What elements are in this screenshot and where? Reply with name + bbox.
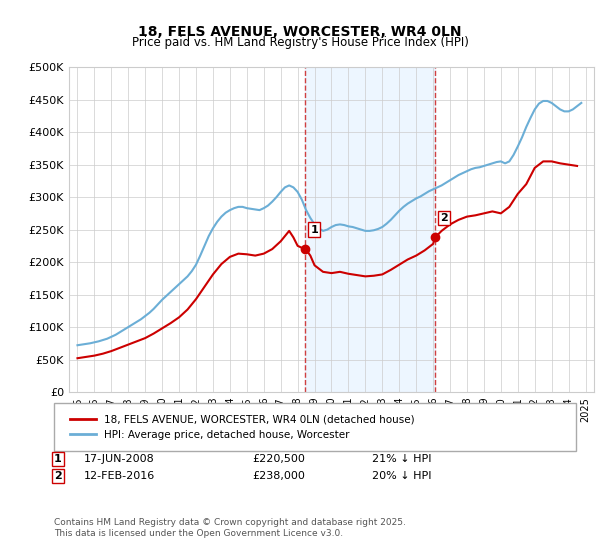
- Text: Contains HM Land Registry data © Crown copyright and database right 2025.
This d: Contains HM Land Registry data © Crown c…: [54, 518, 406, 538]
- Text: 21% ↓ HPI: 21% ↓ HPI: [372, 454, 431, 464]
- Text: 20% ↓ HPI: 20% ↓ HPI: [372, 471, 431, 481]
- Text: 1: 1: [54, 454, 62, 464]
- Text: £238,000: £238,000: [252, 471, 305, 481]
- Text: £220,500: £220,500: [252, 454, 305, 464]
- Text: 17-JUN-2008: 17-JUN-2008: [84, 454, 155, 464]
- Legend: 18, FELS AVENUE, WORCESTER, WR4 0LN (detached house), HPI: Average price, detach: 18, FELS AVENUE, WORCESTER, WR4 0LN (det…: [64, 409, 420, 445]
- Text: 2: 2: [54, 471, 62, 481]
- FancyBboxPatch shape: [54, 403, 576, 451]
- Text: 12-FEB-2016: 12-FEB-2016: [84, 471, 155, 481]
- Text: 1: 1: [310, 225, 318, 235]
- Text: Price paid vs. HM Land Registry's House Price Index (HPI): Price paid vs. HM Land Registry's House …: [131, 36, 469, 49]
- Text: 18, FELS AVENUE, WORCESTER, WR4 0LN: 18, FELS AVENUE, WORCESTER, WR4 0LN: [138, 25, 462, 39]
- Bar: [305, 67, 435, 392]
- Text: 2: 2: [440, 213, 448, 223]
